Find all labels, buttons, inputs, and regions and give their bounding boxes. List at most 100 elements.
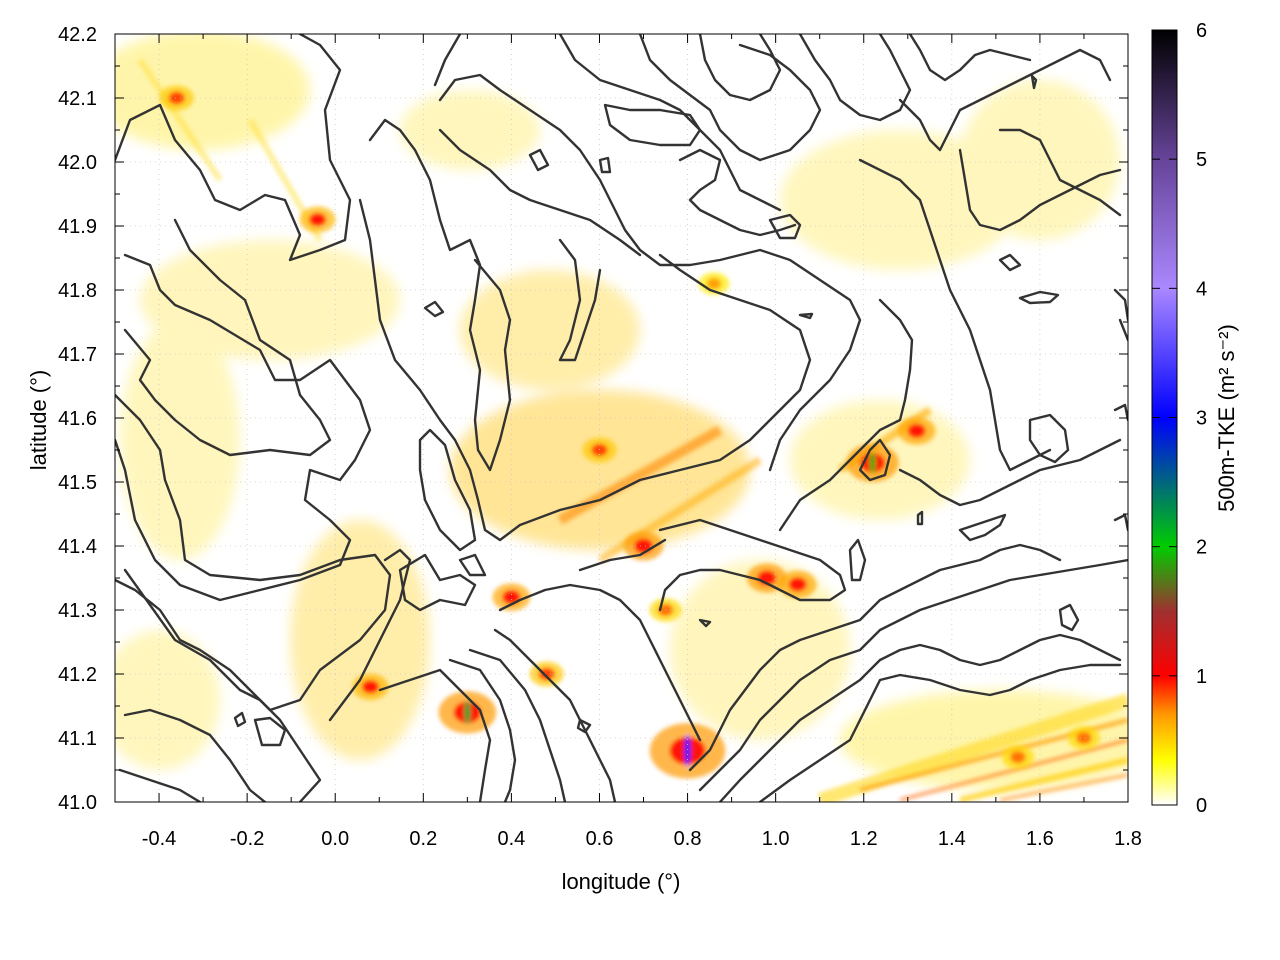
tke-patch (450, 390, 750, 550)
contour-line (678, 148, 797, 237)
contour-line (698, 558, 1128, 792)
colorbar-tick-label: 6 (1196, 20, 1207, 42)
y-tick-label: 41.3 (58, 600, 97, 622)
contour-line (658, 518, 847, 612)
colorbar-tick-label: 3 (1196, 408, 1207, 430)
tke-feature-core (464, 700, 471, 724)
contour-line (123, 218, 332, 457)
contour-line (468, 648, 567, 802)
colorbar-tick-label: 2 (1196, 537, 1207, 559)
tke-streak (557, 425, 723, 525)
colorbar-label: 500m-TKE (m² s⁻²) (1214, 324, 1239, 512)
contour-line (688, 543, 1062, 772)
colorbar-tick-label: 1 (1196, 666, 1207, 688)
contour-line (528, 148, 550, 172)
tke-feature (538, 667, 555, 681)
tke-feature (502, 590, 521, 605)
tke-feature (1076, 732, 1092, 744)
contour-line (378, 668, 492, 802)
y-tick-label: 41.8 (58, 280, 97, 302)
contour-line (778, 298, 914, 532)
contour-line (768, 213, 802, 240)
contour-line (758, 663, 1122, 802)
topography-contours (115, 34, 1128, 802)
contour-line (1028, 413, 1070, 464)
contour-line (423, 300, 445, 318)
x-tick-label: 1.2 (850, 828, 878, 850)
contour-line (1058, 603, 1080, 632)
x-tick-label: -0.2 (230, 828, 264, 850)
contour-line (1113, 288, 1128, 322)
contour-line (1018, 290, 1060, 305)
tke-feature (362, 680, 379, 694)
contour-line (1113, 513, 1128, 532)
axis-ticks (114, 33, 1129, 803)
contour-line (858, 438, 892, 482)
x-tick-label: 1.4 (938, 828, 966, 850)
x-tick-label: 0.8 (674, 828, 702, 850)
x-tick-labels: -0.4 -0.2 0.0 0.2 0.4 0.6 0.8 1.0 1.2 1.4 1.6 1.8 (142, 828, 1142, 850)
y-tick-label: 41.1 (58, 728, 97, 750)
contour-line (576, 718, 592, 734)
y-tick-label: 41.2 (58, 664, 97, 686)
contour-line (328, 548, 412, 722)
contour-line (718, 633, 1122, 802)
contour-line (115, 253, 372, 602)
tke-feature (168, 91, 185, 105)
contour-line (398, 553, 477, 612)
tke-patch (115, 34, 310, 150)
contour-line (498, 583, 702, 742)
contour-line (1113, 403, 1128, 422)
y-tick-label: 42.2 (58, 24, 97, 46)
contour-line (458, 553, 487, 577)
y-tick-label: 41.4 (58, 536, 97, 558)
x-axis-label: longitude (°) (562, 869, 681, 894)
tke-feature (1010, 751, 1026, 764)
colorbar-tick-label: 5 (1196, 149, 1207, 171)
tke-feature (309, 213, 326, 227)
contour-line (698, 618, 712, 628)
y-tick-label: 42.1 (58, 88, 97, 110)
contour-line (1118, 318, 1128, 342)
tke-streak (959, 757, 1128, 802)
x-tick-label: 1.8 (1114, 828, 1142, 850)
contour-line (598, 156, 612, 174)
tke-patch (460, 270, 640, 390)
contour-line (998, 128, 1122, 217)
y-axis-label: latitude (°) (26, 370, 51, 471)
contour-line (448, 658, 517, 802)
y-tick-label: 41.5 (58, 472, 97, 494)
tke-feature (706, 277, 722, 290)
contour-line (233, 711, 247, 728)
contour-line (603, 103, 702, 147)
y-tick-label: 41.0 (58, 792, 97, 814)
y-tick-label: 41.7 (58, 344, 97, 366)
contour-line (115, 34, 352, 262)
tke-patch (780, 130, 1020, 270)
tke-field (115, 34, 1128, 802)
x-tick-label: 0.6 (586, 828, 614, 850)
contour-line (368, 118, 512, 472)
contour-line (123, 708, 267, 802)
x-tick-label: 0.2 (409, 828, 437, 850)
colorbar-tick-label: 4 (1196, 278, 1207, 300)
y-tick-label: 41.6 (58, 408, 97, 430)
contour-line (638, 34, 822, 162)
contour-line (698, 34, 782, 102)
contour-line (418, 428, 477, 552)
tke-feature (907, 423, 926, 438)
tke-streak (137, 58, 223, 182)
x-tick-label: 1.6 (1026, 828, 1054, 850)
contour-line (898, 438, 1122, 507)
contour-line (916, 510, 924, 526)
contour-line (123, 568, 322, 802)
contour-line (358, 198, 812, 542)
colorbar-tick-label: 0 (1196, 795, 1207, 817)
contour-line (908, 34, 1032, 82)
contour-line (848, 538, 867, 582)
contour-line (998, 253, 1022, 272)
contour-line (798, 312, 814, 320)
tke-feature (634, 538, 653, 554)
tke-streak (817, 693, 1128, 802)
